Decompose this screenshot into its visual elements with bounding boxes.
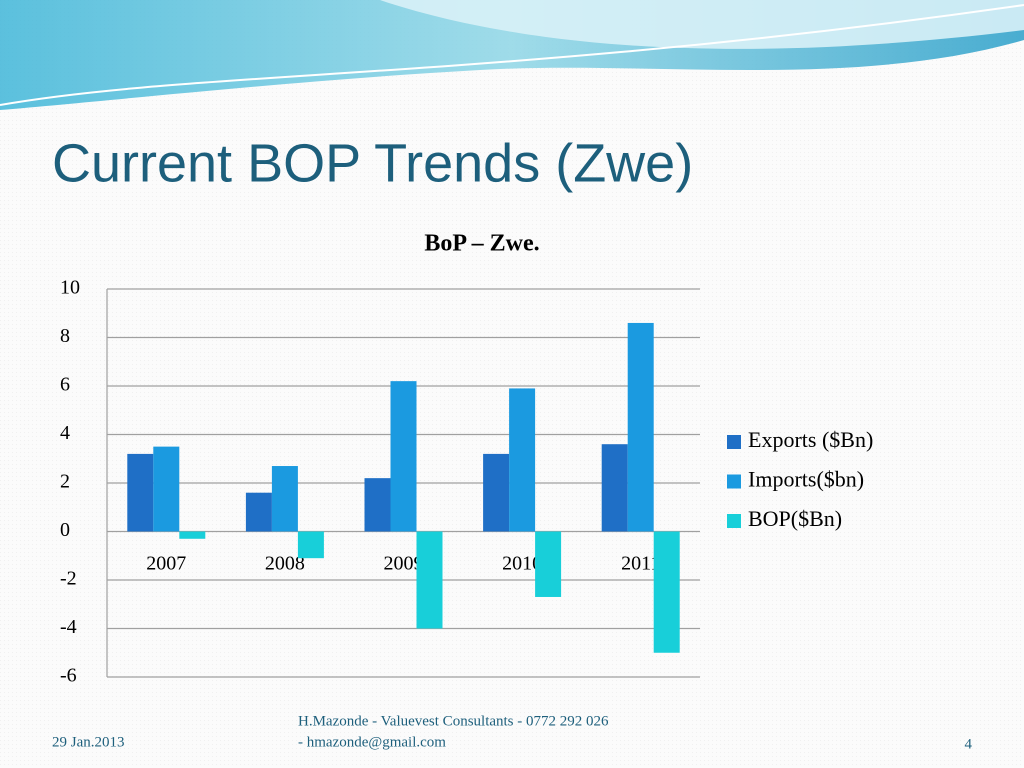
bar [271, 466, 298, 532]
bar [297, 531, 324, 559]
page-number: 4 [965, 736, 973, 752]
y-tick-label: 6 [60, 374, 70, 396]
bar [364, 478, 391, 532]
y-tick-label: -4 [60, 616, 77, 638]
bar [509, 388, 536, 532]
bar [653, 531, 680, 653]
footer-text: - hmazonde@gmail.com [298, 734, 446, 750]
bar [179, 531, 206, 539]
x-tick-label: 2010 [502, 553, 542, 575]
y-tick-label: -2 [60, 568, 77, 590]
y-tick-label: 2 [60, 471, 70, 493]
x-tick-label: 2007 [146, 553, 186, 575]
bar [416, 531, 443, 629]
y-tick-label: -6 [60, 665, 77, 687]
bar [245, 492, 272, 532]
footer-text: H.Mazonde - Valuevest Consultants - 0772… [298, 713, 609, 729]
footer-date: 29 Jan.2013 [52, 734, 125, 750]
bar [153, 446, 180, 532]
y-tick-label: 10 [60, 277, 80, 299]
bar [601, 444, 628, 532]
header-line [0, 4, 1024, 106]
bar [535, 531, 562, 597]
legend-label: BOP($Bn) [748, 506, 842, 531]
header-wave-light [380, 0, 1024, 49]
legend-swatch [727, 435, 741, 449]
y-tick-label: 8 [60, 325, 70, 347]
bar [127, 453, 154, 532]
legend-label: Exports ($Bn) [748, 427, 873, 452]
bar [627, 322, 654, 532]
bar [390, 381, 417, 532]
y-tick-label: 4 [60, 422, 70, 444]
y-tick-label: 0 [60, 519, 70, 541]
legend-label: Imports($bn) [748, 467, 864, 492]
x-tick-label: 2009 [384, 553, 424, 575]
legend-swatch [727, 474, 741, 489]
x-tick-label: 2008 [265, 553, 305, 575]
chart-title: BoP – Zwe. [424, 231, 539, 257]
slide-title: Current BOP Trends (Zwe) [52, 133, 693, 193]
bar [483, 453, 510, 532]
legend-swatch [727, 514, 741, 528]
x-tick-label: 2011 [621, 553, 660, 575]
